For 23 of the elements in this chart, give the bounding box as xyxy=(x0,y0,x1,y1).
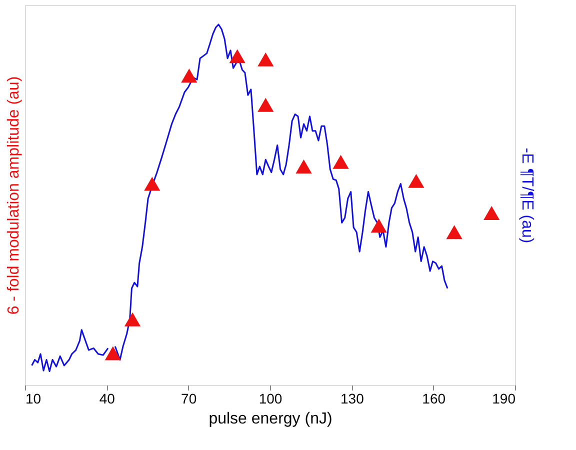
x-tick-label: 40 xyxy=(99,390,116,406)
point xyxy=(258,98,274,112)
point xyxy=(370,218,387,233)
point xyxy=(144,176,160,191)
point xyxy=(446,225,462,240)
point xyxy=(229,49,246,64)
point xyxy=(104,346,121,360)
x-tick-label: 10 xyxy=(26,390,42,406)
point xyxy=(408,174,424,188)
point xyxy=(258,52,274,66)
point xyxy=(332,154,349,169)
x-axis-title: pulse energy (nJ) xyxy=(208,410,332,428)
x-tick-label: 160 xyxy=(422,390,446,406)
point xyxy=(484,206,500,220)
point xyxy=(296,160,312,174)
y2-axis-title: -E ¶T/¶E (au) xyxy=(518,148,536,244)
x-tick-label: 70 xyxy=(181,390,197,406)
x-tick-label: 190 xyxy=(492,390,516,406)
y-axis-title: 6 - fold modulation amplitude (au) xyxy=(6,76,22,315)
point xyxy=(181,68,198,83)
x-tick-label: 100 xyxy=(258,390,282,406)
x-tick-label: 130 xyxy=(340,390,364,406)
point xyxy=(124,312,141,326)
